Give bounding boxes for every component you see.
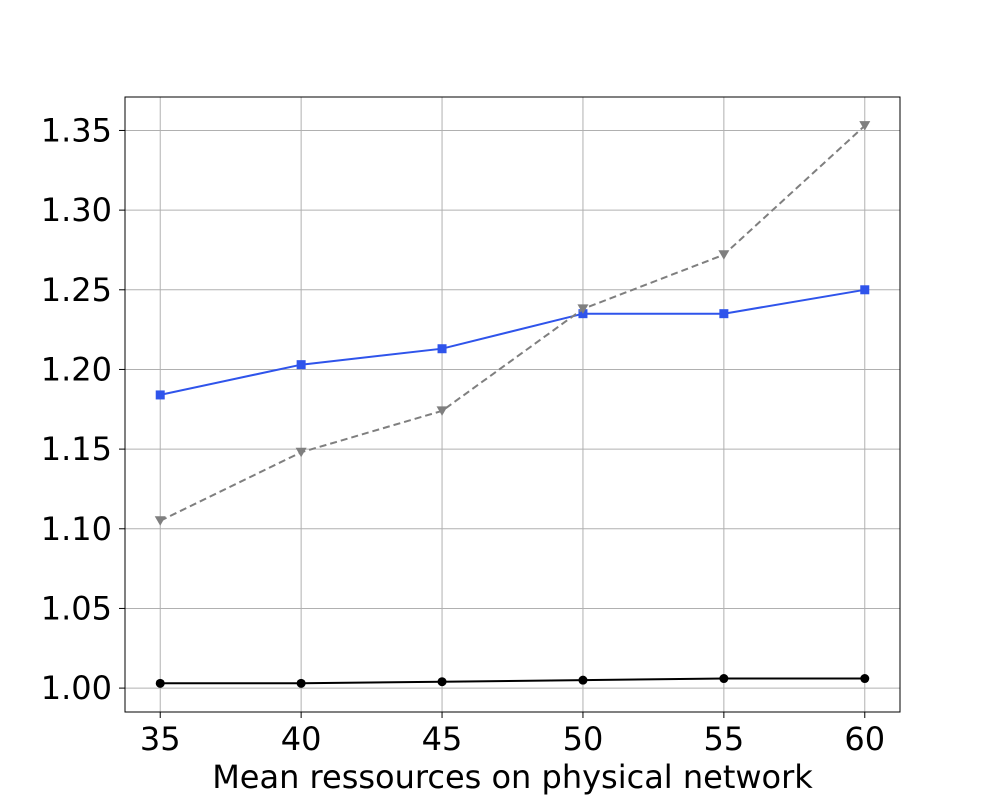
data-point-circle <box>155 678 165 688</box>
x-tick-label: 40 <box>281 720 322 758</box>
data-point-square <box>860 285 870 295</box>
data-point-square <box>296 360 306 370</box>
series-line-1 <box>159 288 865 396</box>
y-tick-label: 1.30 <box>41 191 112 229</box>
y-tick-label: 1.15 <box>41 430 112 468</box>
plot-frame <box>124 96 901 713</box>
data-point-circle <box>719 674 729 684</box>
y-tick-label: 1.05 <box>41 589 112 627</box>
data-point-square <box>719 309 729 319</box>
x-tick-label: 55 <box>704 720 745 758</box>
series-line-3 <box>160 677 865 685</box>
x-tick-label: 50 <box>563 720 604 758</box>
data-point-triangle <box>718 250 730 260</box>
x-tick-label: 35 <box>140 720 181 758</box>
x-axis-label: Mean ressources on physical network <box>212 758 813 796</box>
y-tick-label: 1.35 <box>41 111 112 149</box>
data-point-triangle <box>436 406 448 416</box>
data-point-square <box>437 344 447 354</box>
data-point-triangle <box>295 447 307 458</box>
axes: 35 40 45 50 55 60 1.00 1.05 1.10 1.15 1.20 1.25 1.30… <box>41 111 885 758</box>
grid <box>125 97 900 712</box>
series-layer <box>154 121 871 688</box>
data-point-triangle <box>154 516 166 526</box>
y-tick-label: 1.10 <box>41 510 112 548</box>
data-point-square <box>155 390 165 400</box>
x-tick-label: 45 <box>422 720 463 758</box>
data-point-circle <box>437 677 447 687</box>
data-point-circle <box>578 675 588 685</box>
data-point-triangle <box>577 304 589 314</box>
y-tick-label: 1.25 <box>41 271 112 309</box>
data-point-circle <box>296 678 306 688</box>
series-line-2 <box>159 124 866 522</box>
data-point-triangle <box>859 121 871 131</box>
x-tick-label: 60 <box>844 720 885 758</box>
y-tick-label: 1.00 <box>41 669 112 707</box>
y-tick-label: 1.20 <box>41 350 112 388</box>
data-point-circle <box>860 674 870 684</box>
